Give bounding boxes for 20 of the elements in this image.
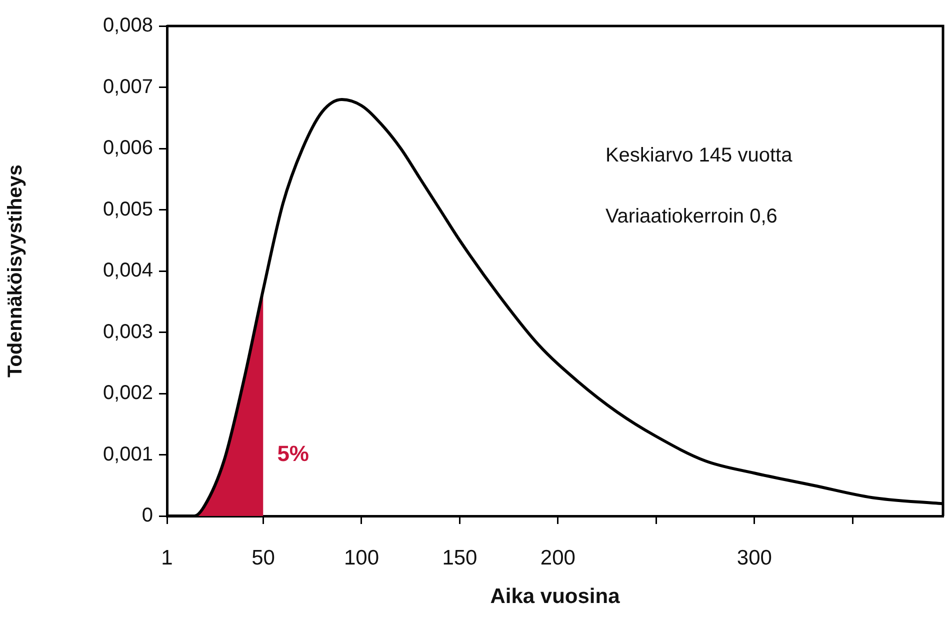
x-tick-label: 200 bbox=[540, 546, 576, 570]
annotation: Variaatiokerroin 0,6 bbox=[605, 206, 778, 228]
y-tick-label: 0,007 bbox=[102, 76, 153, 98]
y-tick-label: 0,001 bbox=[102, 443, 153, 466]
x-tick-label: 50 bbox=[252, 546, 275, 570]
x-tick-label: 1 bbox=[161, 546, 173, 570]
annotation: Keskiarvo 145 vuotta bbox=[605, 144, 794, 166]
x-tick-label: 150 bbox=[442, 546, 478, 570]
y-tick-label: 0,003 bbox=[102, 320, 153, 343]
y-tick-label: 0,004 bbox=[102, 260, 153, 282]
y-axis-title: Todennäköisyystiheys bbox=[4, 164, 27, 378]
y-tick-label: 0,008 bbox=[102, 14, 153, 37]
y-tick-label: 0,005 bbox=[102, 198, 153, 220]
y-tick-label: 0 bbox=[142, 504, 153, 527]
y-tick-label: 0,002 bbox=[102, 382, 153, 404]
x-tick-label: 300 bbox=[736, 546, 772, 570]
x-tick-label: 100 bbox=[344, 546, 380, 570]
y-tick-label: 0,006 bbox=[102, 137, 153, 160]
x-axis-title: Aika vuosina bbox=[490, 585, 620, 608]
annotation: 5% bbox=[277, 440, 309, 466]
